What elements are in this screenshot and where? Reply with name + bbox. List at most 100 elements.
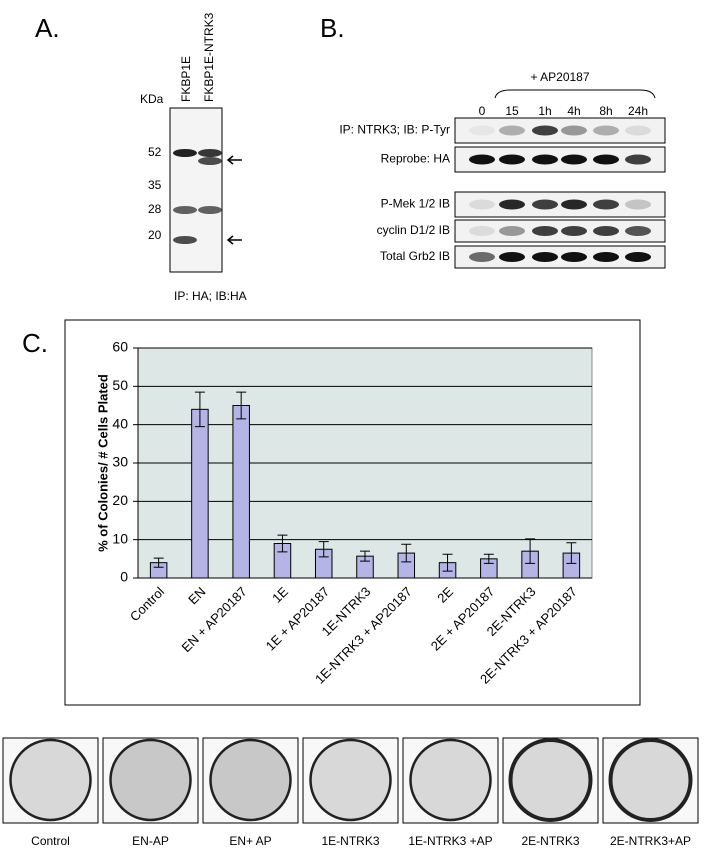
time-label: 1h — [538, 104, 551, 118]
blot — [454, 245, 666, 269]
blot-band — [532, 252, 558, 262]
blot-band — [469, 154, 495, 165]
y-tick-label: 60 — [112, 339, 128, 355]
blot-band — [625, 199, 651, 210]
gel-band — [173, 206, 197, 214]
error-bar — [318, 541, 329, 558]
error-bar — [442, 553, 453, 572]
row-label: Total Grb2 IB — [380, 249, 450, 263]
blot-band — [469, 252, 495, 262]
blot-band — [593, 252, 619, 262]
arrows — [226, 155, 242, 245]
time-label: 15 — [505, 104, 519, 118]
marker-label: 35 — [148, 178, 162, 192]
blot-band — [469, 199, 495, 210]
y-tick-label: 0 — [120, 569, 128, 585]
plate — [608, 738, 693, 822]
blot-band — [499, 199, 525, 210]
blot-band — [469, 226, 495, 236]
blot — [454, 219, 666, 243]
gel-band — [173, 149, 197, 157]
blot-band — [593, 199, 619, 210]
y-tick-label: 50 — [112, 377, 128, 393]
plate-label: 2E-NTRK3 — [521, 834, 579, 848]
error-bar — [277, 534, 288, 553]
error-bar — [360, 550, 370, 562]
blot — [454, 191, 666, 218]
plate — [209, 738, 292, 822]
blot-band — [593, 226, 619, 236]
lane-label: FKBP1E-NTRK3 — [202, 12, 216, 102]
blot-band — [625, 154, 651, 165]
panel-label: A. — [35, 13, 60, 43]
error-bar — [483, 553, 494, 564]
error-bar — [566, 542, 577, 564]
plate-label: 1E-NTRK3 — [321, 834, 379, 848]
y-tick-label: 20 — [112, 492, 128, 508]
blot-band — [561, 252, 587, 262]
blot-band — [499, 252, 525, 262]
plate-label: EN-AP — [132, 834, 169, 848]
blot-band — [625, 226, 651, 236]
plate — [409, 738, 492, 822]
blot-band — [532, 125, 558, 136]
plate-label: Control — [31, 834, 70, 848]
blot-band — [561, 154, 587, 165]
blot-band — [499, 154, 525, 165]
blot-band — [561, 226, 587, 236]
blot-band — [499, 226, 525, 236]
gel-band — [198, 157, 222, 165]
marker-label: 52 — [148, 145, 162, 159]
marker-label: 20 — [148, 228, 162, 242]
time-label: 24h — [628, 104, 648, 118]
panel-label: C. — [22, 328, 48, 358]
row-label: Reprobe: HA — [381, 152, 450, 166]
row-label: cyclin D1/2 IB — [377, 223, 450, 237]
marker-label: 28 — [148, 202, 162, 216]
blot-band — [532, 154, 558, 165]
lane-label: FKBP1E — [179, 56, 193, 102]
error-bar — [153, 557, 164, 568]
plate — [9, 738, 92, 822]
plate — [508, 738, 593, 822]
error-bar — [525, 538, 536, 564]
plate — [109, 738, 192, 822]
blot-band — [499, 125, 525, 136]
y-tick-label: 10 — [112, 530, 128, 546]
plate — [309, 738, 392, 822]
plate-label: 2E-NTRK3+AP — [610, 834, 691, 848]
blot-band — [625, 125, 651, 136]
blot-band — [625, 252, 651, 262]
y-axis-label: % of Colonies/ # Cells Plated — [95, 374, 110, 552]
bar — [191, 408, 209, 579]
row-label: P-Mek 1/2 IB — [381, 197, 450, 211]
blot-band — [469, 125, 495, 136]
blot-band — [561, 125, 587, 136]
gel-band — [198, 149, 222, 157]
panel-label: B. — [320, 13, 345, 43]
blot-band — [561, 199, 587, 210]
plate-label: 1E-NTRK3 +AP — [408, 834, 492, 848]
error-bar — [401, 543, 412, 563]
time-label: 0 — [479, 104, 486, 118]
y-tick-label: 40 — [112, 415, 128, 431]
treatment-label: + AP20187 — [530, 70, 589, 84]
caption: IP: HA; IB:HA — [174, 289, 247, 303]
time-label: 8h — [599, 104, 612, 118]
bracket — [494, 89, 656, 99]
row-label: IP: NTRK3; IB: P-Tyr — [339, 123, 450, 137]
blot-band — [532, 199, 558, 210]
gel — [169, 107, 223, 273]
blot — [454, 117, 666, 144]
gel-band — [173, 236, 197, 244]
bar — [232, 405, 250, 579]
blot-band — [532, 226, 558, 236]
unit-label: KDa — [140, 92, 164, 106]
error-bar — [194, 391, 205, 428]
time-label: 4h — [567, 104, 580, 118]
blot-band — [593, 154, 619, 165]
plate-label: EN+ AP — [229, 834, 271, 848]
error-bar — [236, 391, 247, 420]
gel-band — [198, 206, 222, 214]
